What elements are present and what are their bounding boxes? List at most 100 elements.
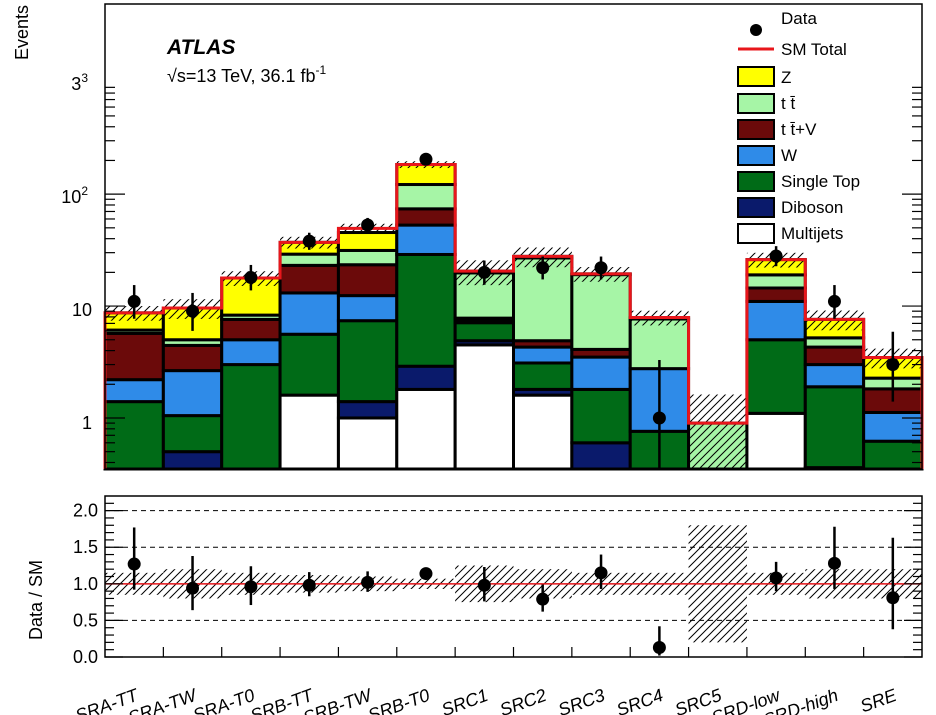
bar-t-t-v-4 xyxy=(336,263,399,298)
bar-single-top-2 xyxy=(220,363,282,471)
ratio-point-8 xyxy=(594,566,608,580)
x-tick-label-7: SRC2 xyxy=(497,685,549,715)
bar-diboson-1 xyxy=(161,450,224,471)
bar-w-11 xyxy=(745,299,807,342)
bar-multijets-3 xyxy=(278,393,340,471)
legend-z: Z xyxy=(781,68,791,87)
ratio-uncertainty-band xyxy=(105,525,922,643)
y-tick-100: 102 xyxy=(61,184,88,207)
bar-t-t--5 xyxy=(395,183,457,211)
ratio-ytick-label: 2.0 xyxy=(73,501,98,521)
ratio-point-11 xyxy=(769,571,783,585)
bar-t-t--8 xyxy=(570,273,632,351)
data-point-7 xyxy=(536,261,550,275)
x-tick-label-13: SRE xyxy=(858,685,901,715)
legend-z-swatch xyxy=(737,66,775,87)
main-axes xyxy=(104,3,923,470)
bar-diboson-4 xyxy=(336,400,399,420)
y-tick-1: 1 xyxy=(82,413,92,433)
bar-w-13 xyxy=(862,410,924,443)
energy-lumi-label: √s=13 TeV, 36.1 fb-1 xyxy=(167,63,326,86)
bar-diboson-5 xyxy=(395,364,457,391)
legend-diboson: Diboson xyxy=(781,198,843,217)
legend-single-top-swatch xyxy=(737,171,775,192)
legend-sm-total: SM Total xyxy=(781,40,847,59)
bar-t-t-v-11 xyxy=(745,286,807,303)
bar-multijets-5 xyxy=(395,387,457,471)
bar-t-t-v-2 xyxy=(220,317,282,342)
data-points xyxy=(127,152,900,469)
legend-diboson-swatch xyxy=(737,197,775,218)
bar-multijets-4 xyxy=(336,416,399,471)
ratio-points xyxy=(127,526,900,656)
x-tick-label-2: SRA-T0 xyxy=(190,685,257,715)
ratio-point-3 xyxy=(302,578,316,592)
bar-diboson-8 xyxy=(570,441,632,471)
ratio-point-6 xyxy=(477,578,491,592)
legend-w-swatch xyxy=(737,145,775,166)
legend-ttv: t t̄+V xyxy=(781,120,817,139)
bar-t-t--3 xyxy=(278,252,340,267)
bar-multijets-7 xyxy=(512,393,574,471)
legend-multijets: Multijets xyxy=(781,224,843,243)
bar-single-top-3 xyxy=(278,332,340,397)
bar-single-top-12 xyxy=(803,385,866,470)
ratio-point-13 xyxy=(886,591,900,605)
data-point-2 xyxy=(244,270,258,284)
bar-w-3 xyxy=(278,291,340,336)
bar-t-t--11 xyxy=(745,273,807,290)
sm-total-line xyxy=(103,163,924,469)
ratio-point-4 xyxy=(361,575,375,589)
ratio-point-9 xyxy=(652,640,666,654)
ratio-point-5 xyxy=(419,567,433,581)
legend-tt: t t̄ xyxy=(781,94,796,113)
ratio-ytick-label: 0.0 xyxy=(73,647,98,667)
ratio-panel: Data / SM 0.0 0.5 1.0 1.5 2.0 xyxy=(26,495,923,667)
bar-t-t-v-12 xyxy=(803,345,866,367)
ratio-axes xyxy=(104,495,923,658)
bar-w-5 xyxy=(395,223,457,256)
bar-single-top-5 xyxy=(395,252,457,368)
y-tick-1000: 33 xyxy=(71,71,88,94)
y-axis-label: Events xyxy=(12,5,32,60)
ratio-point-1 xyxy=(186,581,200,595)
ratio-ytick-label: 1.5 xyxy=(73,537,98,557)
bar-single-top-13 xyxy=(862,439,924,471)
x-tick-label-9: SRC4 xyxy=(614,685,666,715)
main-panel: Events ATLAS √s=13 TeV, 36.1 fb-1 1 10 1… xyxy=(12,3,924,471)
bar-t-t-v-5 xyxy=(395,207,457,227)
ratio-point-12 xyxy=(827,556,841,570)
bar-w-1 xyxy=(161,369,224,418)
bar-t-t-v-1 xyxy=(161,343,224,373)
data-point-5 xyxy=(419,152,433,166)
ratio-y-ticks: 0.0 0.5 1.0 1.5 2.0 xyxy=(73,501,98,667)
bar-multijets-11 xyxy=(745,411,807,471)
bar-multijets-6 xyxy=(453,343,515,471)
x-tick-label-6: SRC1 xyxy=(439,685,491,715)
ratio-y-axis-label: Data / SM xyxy=(26,560,46,640)
legend-data-marker xyxy=(750,24,762,36)
legend-data: Data xyxy=(781,9,817,28)
bar-single-top-4 xyxy=(336,319,399,404)
sm-total-step xyxy=(103,163,924,469)
bar-single-top-1 xyxy=(161,414,224,454)
atlas-label: ATLAS xyxy=(166,36,235,59)
ratio-point-7 xyxy=(536,592,550,606)
data-point-13 xyxy=(886,358,900,372)
bar-w-0 xyxy=(103,378,165,404)
ratio-ytick-label: 1.0 xyxy=(73,574,98,594)
ratio-point-0 xyxy=(127,557,141,571)
legend-tt-swatch xyxy=(737,93,775,114)
sm-unc-10 xyxy=(688,394,747,469)
bar-single-top-7 xyxy=(512,361,574,391)
data-point-8 xyxy=(594,261,608,275)
legend-multijets-swatch xyxy=(737,223,775,244)
bar-w-4 xyxy=(336,294,399,323)
bar-w-8 xyxy=(570,355,632,391)
bar-single-top-11 xyxy=(745,338,807,415)
legend-w: W xyxy=(781,146,797,165)
ratio-ytick-label: 0.5 xyxy=(73,610,98,630)
x-tick-label-8: SRC3 xyxy=(555,685,607,715)
bar-single-top-8 xyxy=(570,387,632,445)
